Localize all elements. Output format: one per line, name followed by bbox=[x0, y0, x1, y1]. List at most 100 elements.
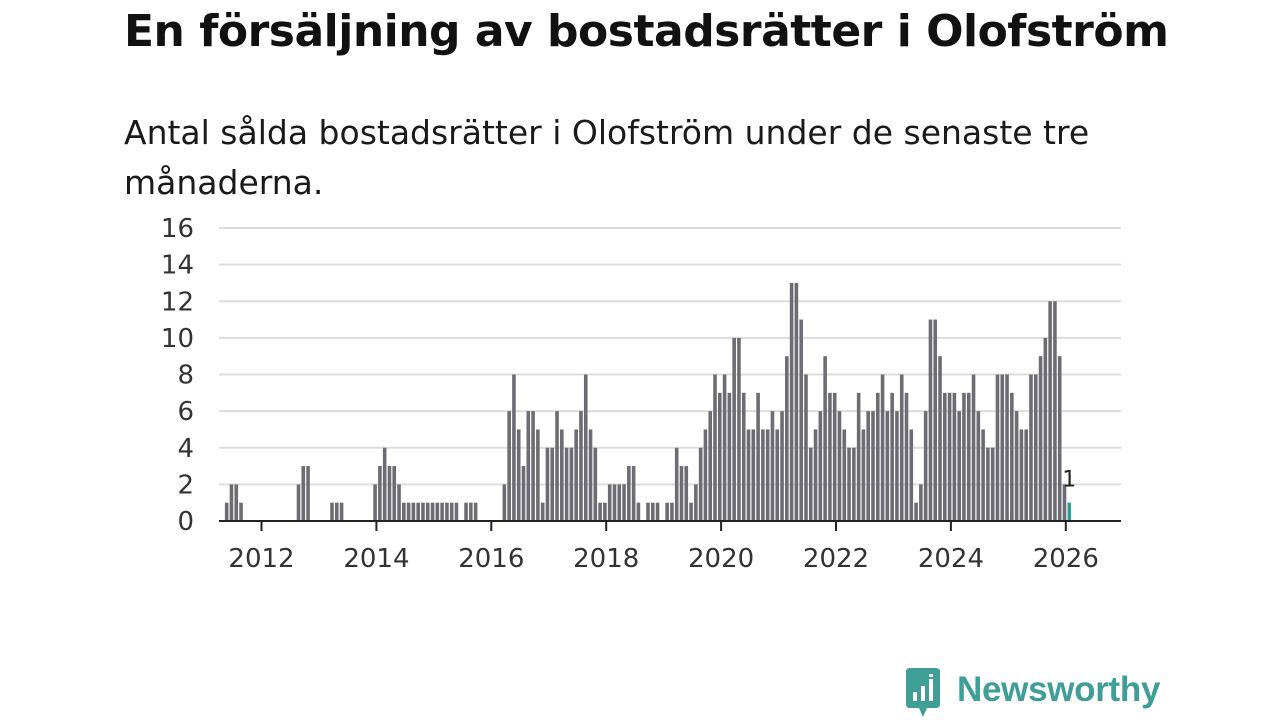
bar bbox=[607, 484, 612, 522]
bar bbox=[727, 392, 732, 521]
bar bbox=[837, 411, 842, 522]
bar bbox=[684, 466, 689, 521]
bar bbox=[550, 447, 555, 521]
bar bbox=[1010, 392, 1014, 521]
bar bbox=[708, 411, 713, 522]
bar bbox=[780, 411, 784, 522]
bar bbox=[847, 447, 851, 521]
bar bbox=[425, 502, 430, 521]
bar bbox=[761, 429, 765, 521]
bar bbox=[636, 502, 641, 521]
bar bbox=[1019, 429, 1024, 521]
bar bbox=[890, 392, 894, 521]
bar bbox=[579, 411, 583, 522]
x-tick-label: 2012 bbox=[228, 544, 294, 574]
bar bbox=[335, 502, 339, 521]
bar bbox=[981, 429, 985, 521]
bar bbox=[1033, 374, 1038, 521]
bar bbox=[449, 502, 454, 521]
bar bbox=[832, 392, 837, 521]
bar bbox=[856, 392, 861, 521]
bar bbox=[794, 282, 799, 521]
bar bbox=[828, 392, 832, 521]
bar bbox=[789, 282, 794, 521]
bar bbox=[746, 429, 751, 521]
bar bbox=[397, 484, 401, 522]
bar bbox=[971, 374, 976, 521]
bar bbox=[1062, 484, 1067, 522]
chart-title: En försäljning av bostadsrätter i Olofst… bbox=[124, 6, 1169, 57]
bar bbox=[823, 356, 827, 521]
bar bbox=[473, 502, 478, 521]
bar bbox=[818, 411, 823, 522]
bar bbox=[239, 502, 243, 521]
bar bbox=[775, 429, 780, 521]
bar bbox=[560, 429, 564, 521]
bar bbox=[990, 447, 995, 521]
bar bbox=[430, 502, 435, 521]
bar bbox=[440, 502, 444, 521]
brand-logo: Newsworthy bbox=[903, 668, 1160, 720]
bar bbox=[1043, 337, 1048, 522]
bar bbox=[612, 484, 617, 522]
bar bbox=[899, 374, 904, 521]
bar bbox=[1057, 356, 1062, 521]
bar bbox=[785, 356, 789, 521]
bar bbox=[627, 466, 631, 521]
bar bbox=[536, 429, 540, 521]
x-tick-label: 2018 bbox=[573, 544, 639, 574]
bar bbox=[296, 484, 301, 522]
x-tick-label: 2020 bbox=[688, 544, 754, 574]
bar bbox=[718, 392, 722, 521]
bar bbox=[799, 319, 803, 521]
bar bbox=[421, 502, 425, 521]
y-tick-label: 12 bbox=[161, 287, 194, 317]
bar bbox=[545, 447, 550, 521]
bar bbox=[698, 447, 703, 521]
bar bbox=[947, 392, 952, 521]
y-tick-label: 6 bbox=[177, 397, 194, 427]
bar bbox=[765, 429, 770, 521]
bar bbox=[914, 502, 918, 521]
bar bbox=[469, 502, 473, 521]
bar bbox=[622, 484, 626, 522]
y-tick-label: 8 bbox=[177, 361, 194, 391]
bar bbox=[952, 392, 957, 521]
bar bbox=[387, 466, 392, 521]
bar bbox=[986, 447, 990, 521]
bar bbox=[866, 411, 870, 522]
bar bbox=[569, 447, 574, 521]
bar bbox=[382, 447, 387, 521]
bar bbox=[617, 484, 622, 522]
bar bbox=[588, 429, 593, 521]
bar bbox=[962, 392, 966, 521]
bar bbox=[751, 429, 756, 521]
bar bbox=[373, 484, 377, 522]
bar bbox=[976, 411, 981, 522]
bar bbox=[1005, 374, 1009, 521]
bar bbox=[516, 429, 521, 521]
y-tick-label: 14 bbox=[161, 251, 194, 281]
bar bbox=[674, 447, 679, 521]
chart-subtitle: Antal sålda bostadsrätter i Olofström un… bbox=[124, 113, 1090, 202]
bar bbox=[224, 502, 229, 521]
bar bbox=[1024, 429, 1028, 521]
bar bbox=[842, 429, 847, 521]
bar bbox=[871, 411, 875, 522]
bar bbox=[813, 429, 818, 521]
bar bbox=[1029, 374, 1033, 521]
bar bbox=[512, 374, 516, 521]
bar bbox=[339, 502, 344, 521]
brand-name: Newsworthy bbox=[957, 670, 1161, 709]
bar bbox=[722, 374, 727, 521]
bar bbox=[1053, 301, 1057, 521]
bar bbox=[909, 429, 914, 521]
bar bbox=[502, 484, 507, 522]
bar bbox=[392, 466, 397, 521]
bar bbox=[895, 411, 899, 522]
bar bbox=[756, 392, 760, 521]
bar bbox=[741, 392, 746, 521]
bar bbox=[919, 484, 923, 522]
bar bbox=[631, 466, 636, 521]
